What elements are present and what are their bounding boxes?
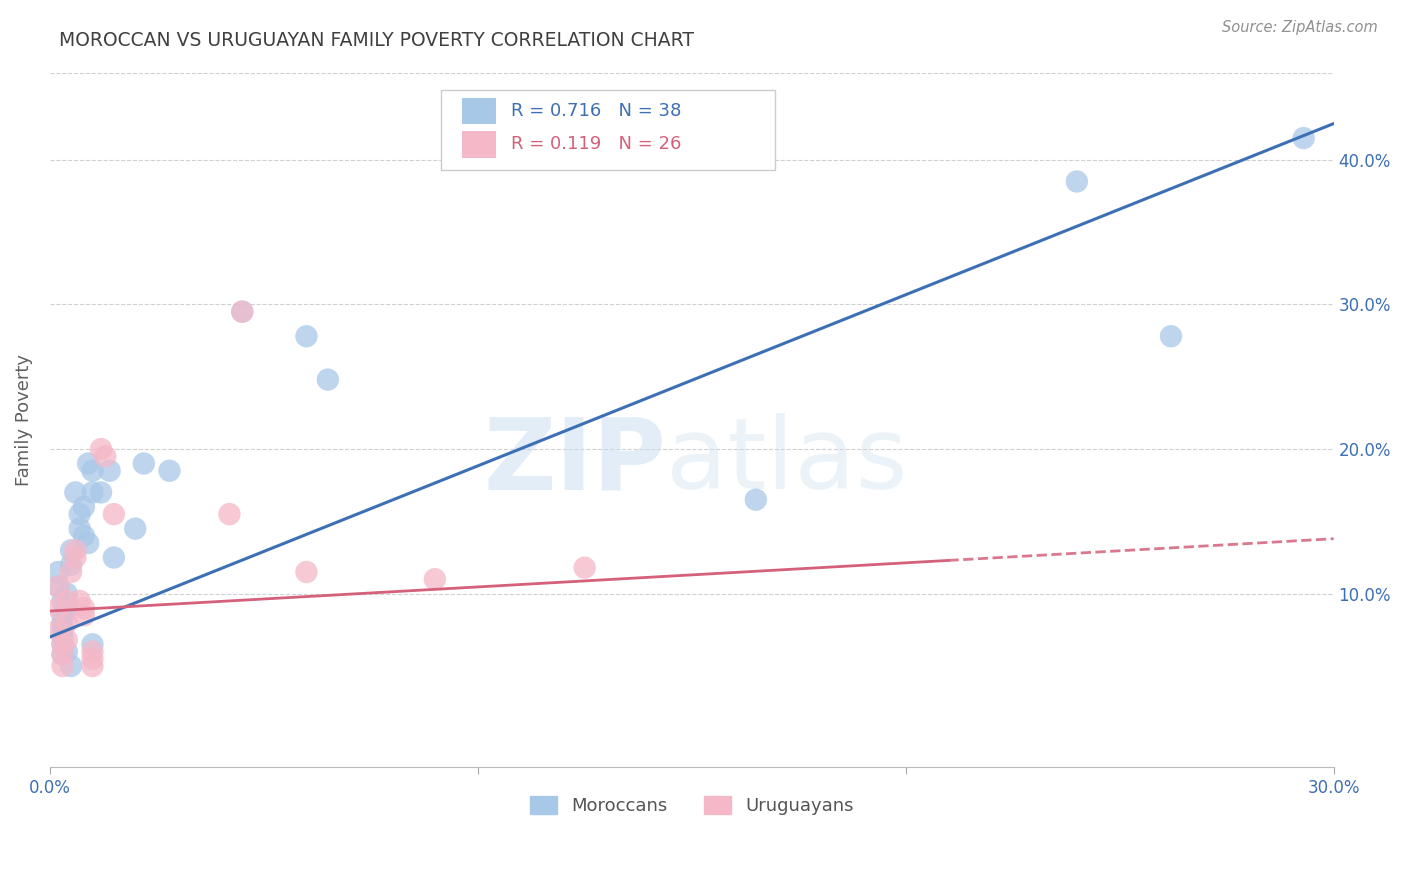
Point [46, 579, 69, 593]
Point [1066, 174, 1088, 188]
Point [77, 457, 100, 471]
Point [124, 522, 146, 536]
Point [82, 652, 104, 666]
Point [77, 536, 100, 550]
Point [51, 630, 73, 644]
Point [1160, 329, 1182, 343]
Point [51, 637, 73, 651]
Point [295, 329, 318, 343]
Point [60, 659, 83, 673]
Point [51, 608, 73, 623]
Point [82, 485, 104, 500]
Point [73, 500, 96, 514]
Text: R = 0.119   N = 26: R = 0.119 N = 26 [512, 136, 682, 153]
Point [82, 659, 104, 673]
Point [60, 543, 83, 558]
Point [231, 304, 253, 318]
Point [82, 644, 104, 658]
Point [51, 623, 73, 637]
Text: Source: ZipAtlas.com: Source: ZipAtlas.com [1222, 20, 1378, 35]
Point [231, 304, 253, 318]
Point [90, 485, 112, 500]
Point [51, 648, 73, 662]
Point [69, 507, 91, 521]
Point [82, 637, 104, 651]
Point [103, 507, 125, 521]
Point [51, 594, 73, 608]
Point [73, 529, 96, 543]
Point [82, 464, 104, 478]
Point [56, 644, 79, 658]
Point [73, 608, 96, 623]
Point [51, 648, 73, 662]
Text: MOROCCAN VS URUGUAYAN FAMILY POVERTY CORRELATION CHART: MOROCCAN VS URUGUAYAN FAMILY POVERTY COR… [59, 31, 695, 50]
Point [46, 565, 69, 579]
Legend: Moroccans, Uruguayans: Moroccans, Uruguayans [520, 787, 863, 824]
Point [90, 442, 112, 456]
Text: atlas: atlas [666, 413, 908, 510]
Y-axis label: Family Poverty: Family Poverty [15, 354, 32, 486]
Text: ZIP: ZIP [484, 413, 666, 510]
Point [218, 507, 240, 521]
Point [56, 594, 79, 608]
Point [316, 373, 339, 387]
Point [423, 572, 446, 586]
FancyBboxPatch shape [461, 131, 496, 158]
Point [574, 560, 596, 574]
Point [69, 594, 91, 608]
Point [60, 558, 83, 572]
Point [1292, 131, 1315, 145]
Point [51, 615, 73, 630]
Point [132, 457, 155, 471]
Point [103, 550, 125, 565]
Point [65, 543, 87, 558]
Point [159, 464, 181, 478]
Point [94, 450, 117, 464]
Point [65, 485, 87, 500]
Point [65, 550, 87, 565]
Point [56, 587, 79, 601]
Point [51, 659, 73, 673]
Point [745, 492, 768, 507]
Point [46, 601, 69, 615]
Point [73, 601, 96, 615]
Point [56, 615, 79, 630]
Point [51, 637, 73, 651]
Point [46, 579, 69, 593]
Point [56, 601, 79, 615]
Point [60, 565, 83, 579]
Text: R = 0.716   N = 38: R = 0.716 N = 38 [512, 103, 682, 120]
Point [98, 464, 121, 478]
Point [69, 522, 91, 536]
Point [56, 632, 79, 647]
Point [46, 623, 69, 637]
Point [295, 565, 318, 579]
FancyBboxPatch shape [461, 98, 496, 124]
FancyBboxPatch shape [441, 90, 775, 170]
